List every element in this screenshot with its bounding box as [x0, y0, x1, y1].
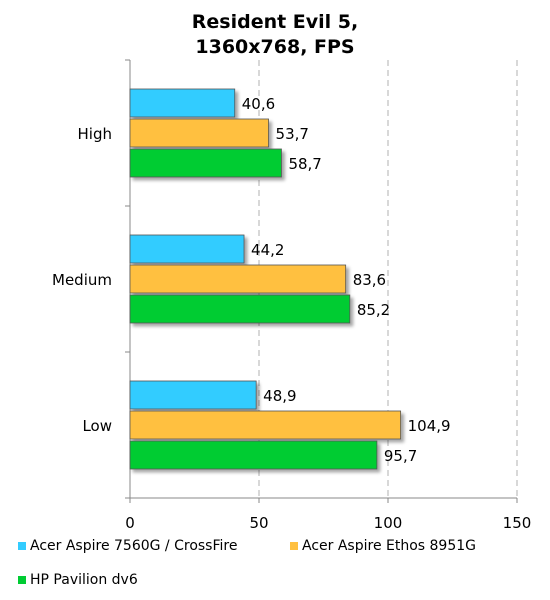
x-tick-label-100: 100 [374, 514, 403, 532]
data-label-high-acer-aspire-ethos-8951g: 53,7 [276, 125, 309, 143]
x-tick-label-150: 150 [503, 514, 532, 532]
data-label-medium-acer-aspire-7560g-crossfire: 44,2 [251, 241, 284, 259]
legend-label-acer-aspire-7560g: Acer Aspire 7560G / CrossFire [30, 538, 238, 554]
chart-title-line-2: 1360x768, FPS [195, 36, 355, 58]
legend-label-acer-aspire-ethos: Acer Aspire Ethos 8951G [302, 538, 477, 554]
legend-swatch-acer-aspire-ethos [290, 542, 298, 550]
data-label-high-hp-pavilion-dv6: 58,7 [288, 155, 321, 173]
bar-high-acer-aspire-ethos-8951g [129, 118, 269, 148]
bar-low-acer-aspire-ethos-8951g [129, 410, 402, 440]
chart-title: Resident Evil 5, 1360x768, FPS [0, 10, 550, 60]
data-label-medium-acer-aspire-ethos-8951g: 83,6 [353, 271, 386, 289]
legend-label-hp-pavilion: HP Pavilion dv6 [30, 572, 138, 588]
bar-medium-hp-pavilion-dv6 [129, 294, 351, 324]
legend-item-acer-aspire-ethos: Acer Aspire Ethos 8951G [290, 538, 476, 554]
category-label-low: Low [82, 417, 112, 435]
x-tick-label-50: 50 [249, 514, 268, 532]
data-label-low-hp-pavilion-dv6: 95,7 [384, 447, 417, 465]
legend-item-hp-pavilion: HP Pavilion dv6 [18, 572, 138, 588]
data-label-medium-hp-pavilion-dv6: 85,2 [357, 301, 390, 319]
category-label-high: High [78, 125, 112, 143]
data-label-low-acer-aspire-7560g-crossfire: 48,9 [263, 387, 296, 405]
legend-swatch-acer-aspire-7560g [18, 542, 26, 550]
bar-medium-acer-aspire-ethos-8951g [129, 264, 347, 294]
legend-swatch-hp-pavilion [18, 576, 26, 584]
bar-layer [129, 88, 402, 470]
label-layer: 0 50 100 150 High 40,653,7 58,7 Medium 44,2 83,6 8… [52, 95, 531, 532]
bar-medium-acer-aspire-7560g-crossfire [129, 234, 245, 264]
bar-high-hp-pavilion-dv6 [129, 148, 282, 178]
bar-low-acer-aspire-7560g-crossfire [129, 380, 257, 410]
legend-item-acer-aspire-7560g: Acer Aspire 7560G / CrossFire [18, 538, 237, 554]
data-label-high-acer-aspire-7560g-crossfire: 40,6 [242, 95, 275, 113]
chart-title-line-1: Resident Evil 5, [191, 11, 359, 33]
category-label-medium: Medium [52, 271, 112, 289]
data-label-low-acer-aspire-ethos-8951g: 104,9 [408, 417, 451, 435]
x-tick-label-0: 0 [125, 514, 135, 532]
bar-high-acer-aspire-7560g-crossfire [129, 88, 236, 118]
bar-low-hp-pavilion-dv6 [129, 440, 378, 470]
